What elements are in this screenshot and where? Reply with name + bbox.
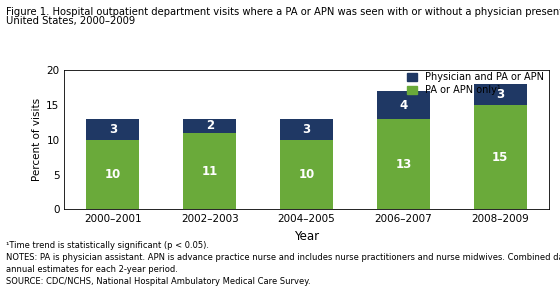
Bar [377, 119, 430, 209]
Text: ¹Time trend is statistically significant (p < 0.05).: ¹Time trend is statistically significant… [6, 241, 208, 250]
Bar [86, 119, 139, 140]
Text: 3: 3 [109, 123, 117, 136]
Text: NOTES: PA is physician assistant. APN is advance practice nurse and includes nur: NOTES: PA is physician assistant. APN is… [6, 253, 560, 262]
Text: 11: 11 [202, 164, 218, 178]
Bar [474, 84, 527, 105]
Text: 3: 3 [496, 88, 505, 101]
Bar [183, 119, 236, 133]
Bar [183, 133, 236, 209]
Text: 2: 2 [206, 119, 214, 132]
Bar [280, 119, 333, 140]
Text: United States, 2000–2009: United States, 2000–2009 [6, 16, 135, 26]
Text: 10: 10 [298, 168, 315, 181]
Text: 10: 10 [105, 168, 121, 181]
Text: 15: 15 [492, 151, 508, 164]
Text: 3: 3 [302, 123, 311, 136]
Text: Figure 1. Hospital outpatient department visits where a PA or APN was seen with : Figure 1. Hospital outpatient department… [6, 7, 560, 17]
Text: 4: 4 [399, 99, 408, 112]
Bar [474, 105, 527, 209]
Text: 13: 13 [395, 158, 412, 171]
Bar [280, 140, 333, 209]
Text: annual estimates for each 2-year period.: annual estimates for each 2-year period. [6, 265, 178, 274]
X-axis label: Year: Year [294, 230, 319, 243]
Bar [86, 140, 139, 209]
Bar [377, 91, 430, 119]
Legend: Physician and PA or APN, PA or APN only¹: Physician and PA or APN, PA or APN only¹ [408, 72, 544, 95]
Y-axis label: Percent of visits: Percent of visits [32, 98, 42, 181]
Text: SOURCE: CDC/NCHS, National Hospital Ambulatory Medical Care Survey.: SOURCE: CDC/NCHS, National Hospital Ambu… [6, 277, 310, 286]
